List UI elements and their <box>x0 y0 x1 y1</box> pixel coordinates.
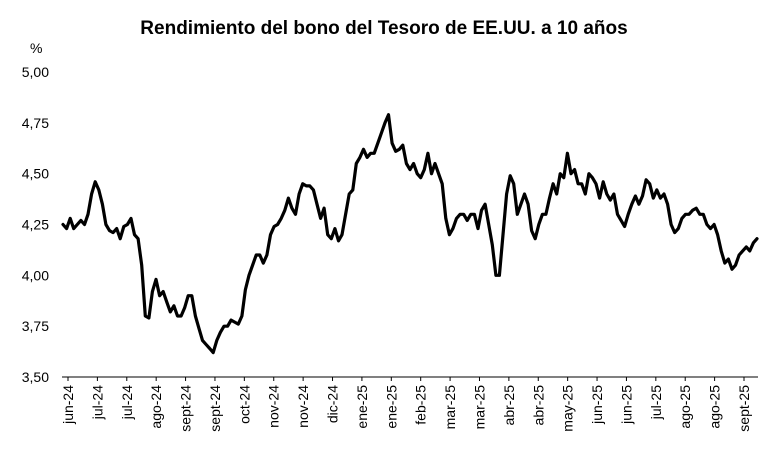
y-tick-label: 5,00 <box>22 64 49 80</box>
x-tick-label: nov-24 <box>266 385 282 428</box>
x-tick-label: ago-25 <box>677 385 693 429</box>
y-axis-unit-label: % <box>30 40 42 56</box>
x-tick-label: may-25 <box>560 385 576 432</box>
y-tick-label: 3,50 <box>22 369 49 385</box>
series-line <box>61 113 759 355</box>
x-tick-label: jul-25 <box>648 385 664 420</box>
x-tick-label: jul-24 <box>119 385 135 420</box>
x-tick-label: sept-24 <box>178 385 194 432</box>
x-tick-label: jun-24 <box>60 385 76 425</box>
x-tick-label: oct-24 <box>236 385 252 424</box>
x-tick-label: ene-25 <box>383 385 399 429</box>
chart-title: Rendimiento del bono del Tesoro de EE.UU… <box>140 18 627 39</box>
x-tick-label: ene-25 <box>354 385 370 429</box>
y-tick-label: 4,25 <box>22 217 49 233</box>
x-tick-label: mar-25 <box>471 385 487 430</box>
y-tick-label: 3,75 <box>22 318 49 334</box>
x-axis-ticks: jun-24 jul-24 jul-24 ago-24 sept-24 sept-24 oc… <box>60 377 752 432</box>
x-tick-label: ago-24 <box>148 385 164 429</box>
x-tick-label: abr-25 <box>501 385 517 426</box>
y-tick-label: 4,00 <box>22 267 49 283</box>
x-tick-label: nov-24 <box>295 385 311 428</box>
x-tick-label: feb-25 <box>413 385 429 425</box>
x-tick-label: sept-24 <box>207 385 223 432</box>
x-tick-label: mar-25 <box>442 385 458 430</box>
x-tick-label: sept-25 <box>736 385 752 432</box>
x-tick-label: ago-25 <box>707 385 723 429</box>
x-tick-label: jun-25 <box>589 385 605 425</box>
y-tick-label: 4,50 <box>22 166 49 182</box>
y-tick-label: 4,75 <box>22 115 49 131</box>
x-tick-label: jun-25 <box>618 385 634 425</box>
x-tick-label: dic-24 <box>325 385 341 423</box>
y-axis-ticks: 5,00 4,75 4,50 4,25 4,00 3,75 3,50 <box>22 64 49 385</box>
x-tick-label: abr-25 <box>530 385 546 426</box>
x-tick-label: jul-24 <box>89 385 105 420</box>
